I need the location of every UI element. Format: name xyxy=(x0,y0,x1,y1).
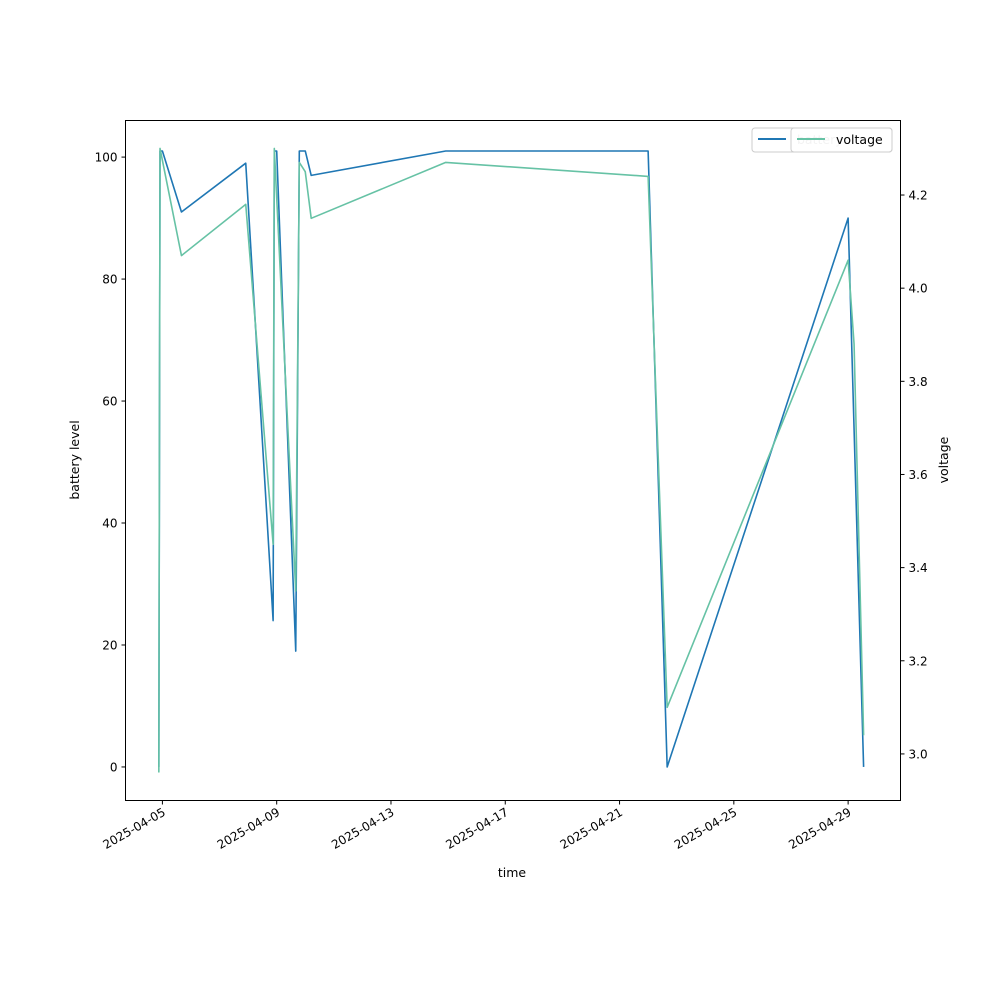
data-point-battery-16 xyxy=(862,765,866,769)
y-axis-left-label: battery level xyxy=(67,420,82,499)
legend-voltage: voltage xyxy=(790,127,893,153)
x-tick-label-0: 2025-04-05 xyxy=(100,805,167,852)
data-point-voltage-10 xyxy=(444,160,448,164)
x-tick-label-5: 2025-04-25 xyxy=(672,805,739,852)
data-point-voltage-9 xyxy=(309,216,313,220)
data-point-battery-11 xyxy=(309,173,313,177)
y-axis-left: 0 20 40 60 80 100 xyxy=(95,151,126,774)
y-right-tick-label-4: 3.8 xyxy=(909,375,928,389)
data-point-battery-8 xyxy=(294,649,298,653)
legend-voltage-box xyxy=(790,127,893,153)
data-point-battery-14 xyxy=(665,765,669,769)
data-point-battery-15 xyxy=(846,216,850,220)
data-point-voltage-12 xyxy=(665,705,669,709)
data-point-battery-12 xyxy=(444,149,448,153)
y-left-tick-label-4: 80 xyxy=(102,273,117,287)
y-left-tick-label-1: 20 xyxy=(102,638,117,652)
y-right-tick-label-5: 4.0 xyxy=(909,282,928,296)
x-axis: 2025-04-05 2025-04-09 2025-04-13 2025-04-17… xyxy=(100,800,854,852)
data-point-battery-13 xyxy=(646,149,650,153)
x-tick-label-3: 2025-04-17 xyxy=(443,805,510,852)
data-point-voltage-14 xyxy=(852,342,856,346)
x-tick-label-4: 2025-04-21 xyxy=(558,805,625,852)
series-line-battery xyxy=(158,150,865,768)
data-point-voltage-6 xyxy=(294,589,298,593)
x-axis-label: time xyxy=(498,865,527,880)
x-tick-label-6: 2025-04-29 xyxy=(786,805,853,852)
y-right-tick-label-1: 3.2 xyxy=(909,654,928,668)
data-point-voltage-1 xyxy=(158,146,162,150)
x-tick-label-1: 2025-04-09 xyxy=(215,805,282,852)
data-point-battery-4 xyxy=(244,161,248,165)
y-left-tick-label-0: 0 xyxy=(110,760,118,774)
data-point-voltage-4 xyxy=(271,542,275,546)
y-right-tick-label-2: 3.4 xyxy=(909,561,928,575)
y-axis-right: 3.0 3.2 3.4 3.6 3.8 4.0 4.2 xyxy=(900,189,928,761)
data-point-voltage-5 xyxy=(272,146,276,150)
data-point-voltage-7 xyxy=(297,160,301,164)
y-left-tick-label-5: 100 xyxy=(95,151,118,165)
data-point-voltage-15 xyxy=(862,733,866,737)
y-right-tick-label-0: 3.0 xyxy=(909,747,928,761)
data-point-battery-5 xyxy=(271,619,275,623)
data-point-voltage-2 xyxy=(179,254,183,258)
y-right-tick-label-3: 3.6 xyxy=(909,468,928,482)
y-axis-right-label: voltage xyxy=(936,436,951,483)
series-layer xyxy=(157,146,866,775)
data-point-battery-9 xyxy=(297,149,301,153)
plot-frame xyxy=(125,120,901,801)
data-point-voltage-8 xyxy=(303,170,307,174)
y-left-tick-label-2: 40 xyxy=(102,517,117,531)
series-line-voltage xyxy=(158,147,865,773)
y-right-tick-label-6: 4.2 xyxy=(909,189,928,203)
data-point-voltage-3 xyxy=(244,202,248,206)
data-point-voltage-13 xyxy=(846,258,850,262)
legend-voltage-label: voltage xyxy=(836,132,883,147)
x-tick-label-2: 2025-04-13 xyxy=(329,805,396,852)
data-point-battery-3 xyxy=(179,210,183,214)
data-point-voltage-0 xyxy=(157,771,161,775)
data-point-battery-10 xyxy=(303,149,307,153)
data-point-voltage-11 xyxy=(646,174,650,178)
y-left-tick-label-3: 60 xyxy=(102,395,117,409)
